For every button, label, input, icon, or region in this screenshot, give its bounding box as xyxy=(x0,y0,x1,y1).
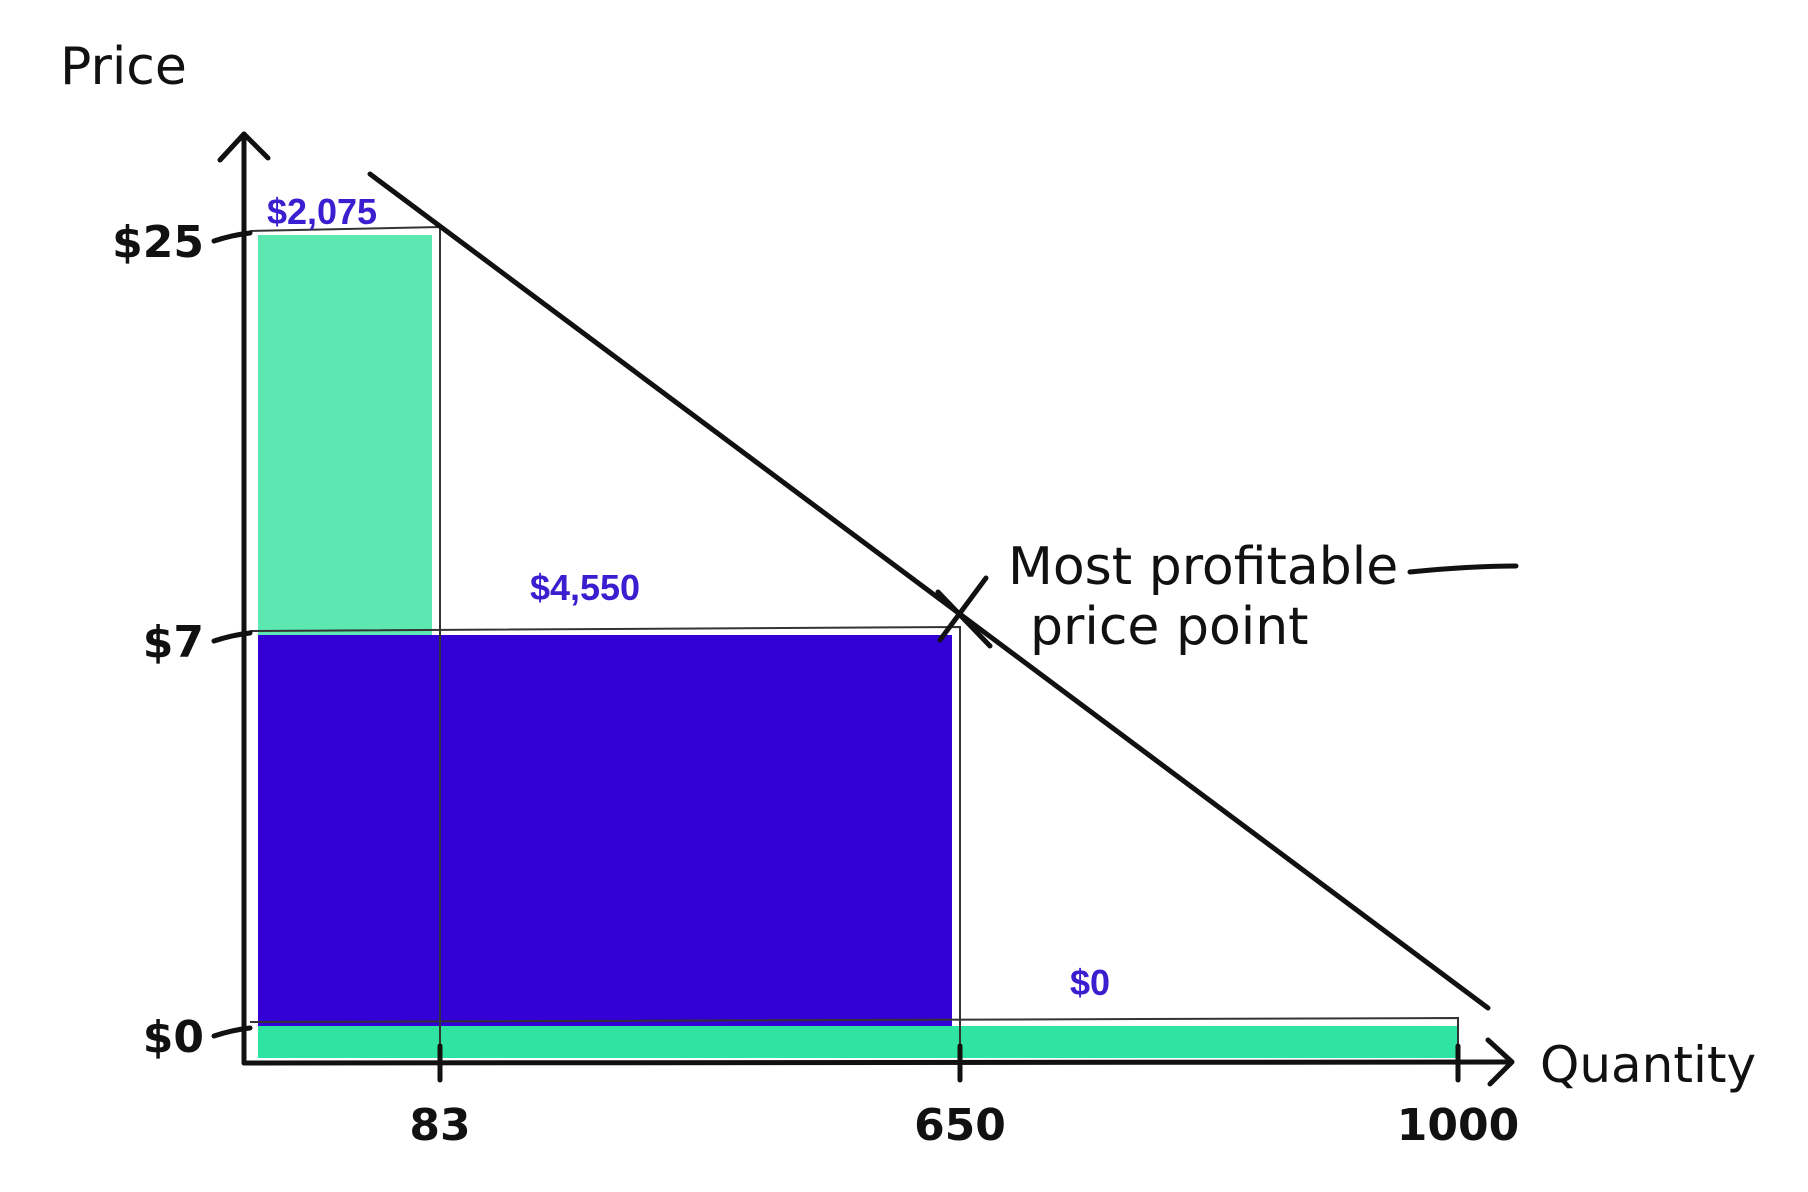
demand-line-group xyxy=(367,171,1491,1011)
demand-line xyxy=(367,171,1491,1011)
y-tick-mark-0 xyxy=(211,230,253,244)
y-tick-label-1: $7 xyxy=(143,617,204,668)
x-tick-label-0: 83 xyxy=(409,1100,470,1151)
x-tick-label-1: 650 xyxy=(914,1100,1006,1151)
axes xyxy=(217,131,1515,1087)
x-tick-label-2: 1000 xyxy=(1397,1100,1519,1151)
annotation-line-1: Most profitable xyxy=(1008,537,1398,597)
y-axis-title: Price xyxy=(60,37,187,97)
x-axis-arrow-icon xyxy=(1485,1037,1515,1087)
ticks: $25 $7 $0 83 650 1000 xyxy=(112,217,1519,1151)
revenue-rectangles xyxy=(258,235,1458,1058)
x-axis-title: Quantity xyxy=(1540,1036,1756,1094)
profit-marker-icon xyxy=(935,575,993,649)
revenue-label-2: $0 xyxy=(1070,962,1110,1003)
guide-line-1 xyxy=(249,625,961,1062)
x-axis-line xyxy=(241,1059,1513,1066)
revenue-rect-1 xyxy=(258,635,952,1058)
revenue-rect-2 xyxy=(258,1026,1458,1058)
y-tick-mark-2 xyxy=(211,1025,253,1039)
y-tick-label-2: $0 xyxy=(143,1012,204,1063)
y-tick-mark-1 xyxy=(211,630,253,644)
y-tick-label-0: $25 xyxy=(112,217,204,268)
revenue-labels: $2,075 $4,550 $0 xyxy=(267,191,1110,1003)
annotation-underline xyxy=(1407,563,1519,575)
revenue-label-1: $4,550 xyxy=(530,567,640,608)
y-axis-arrow-icon xyxy=(217,131,271,163)
revenue-label-0: $2,075 xyxy=(267,191,377,232)
annotation-line-2: price point xyxy=(1030,597,1309,657)
